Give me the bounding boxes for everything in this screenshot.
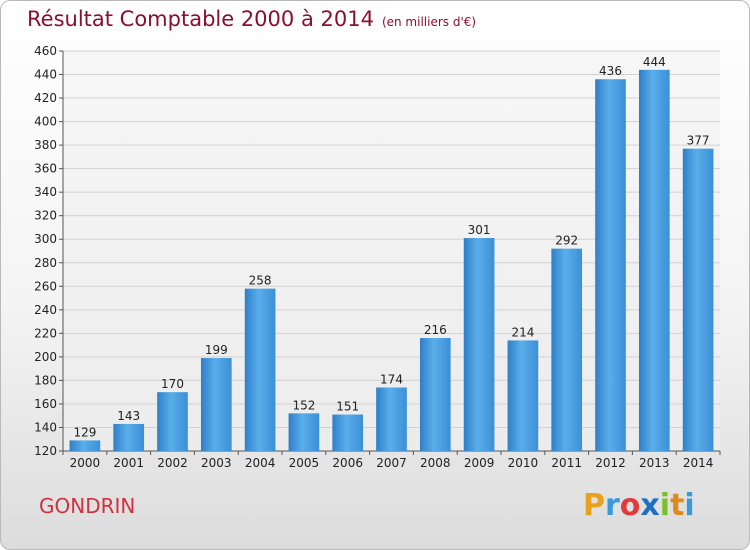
bar-value-label: 444 <box>643 55 666 69</box>
chart-title-text: Résultat Comptable 2000 à 2014 <box>27 7 374 31</box>
y-tick-label: 340 <box>34 185 57 199</box>
bar-2000[interactable] <box>69 440 101 451</box>
bar-2010[interactable] <box>507 340 539 451</box>
chart-subtitle: (en milliers d'€) <box>381 15 477 29</box>
bars: 129 143 170 199 258 152 151 174 216 301 214 292 436 4… <box>69 55 714 451</box>
y-tick-label: 200 <box>34 350 57 364</box>
proxiti-logo[interactable]: Proxiti <box>583 488 695 523</box>
bar-value-label: 152 <box>292 398 315 412</box>
bar-value-label: 129 <box>73 425 96 439</box>
y-tick-label: 320 <box>34 209 57 223</box>
commune-name: GONDRIN <box>39 494 136 518</box>
y-tick-label: 180 <box>34 373 57 387</box>
x-tick-label: 2005 <box>289 456 320 470</box>
x-tick-label: 2010 <box>508 456 539 470</box>
y-tick-label: 220 <box>34 326 57 340</box>
y-tick-label: 300 <box>34 232 57 246</box>
bar-2003[interactable] <box>200 358 232 451</box>
logo-letter: r <box>605 488 620 523</box>
bar-2013[interactable] <box>638 69 670 451</box>
chart-title: Résultat Comptable 2000 à 2014 (en millie… <box>27 7 476 31</box>
x-axis-ticks: 2000 2001 2002 2003 2004 2005 2006 2007 2008 2009… <box>62 451 721 470</box>
y-tick-label: 460 <box>34 44 57 58</box>
logo-letter: o <box>619 488 641 523</box>
x-tick-label: 2007 <box>376 456 407 470</box>
x-tick-label: 2003 <box>201 456 232 470</box>
x-tick-label: 2002 <box>157 456 188 470</box>
x-tick-label: 2011 <box>551 456 582 470</box>
bar-value-label: 436 <box>599 64 622 78</box>
bar-value-label: 199 <box>205 343 228 357</box>
y-tick-label: 140 <box>34 420 57 434</box>
bar-value-label: 301 <box>468 223 491 237</box>
y-axis-ticks: 120 140 160 180 200 220 240 260 280 300 320 340 360 3… <box>34 44 63 458</box>
bar-2005[interactable] <box>288 413 320 451</box>
bar-2001[interactable] <box>113 423 145 451</box>
x-tick-label: 2014 <box>683 456 714 470</box>
logo-letter: x <box>640 488 660 523</box>
logo-letter: P <box>583 488 605 523</box>
y-tick-label: 120 <box>34 444 57 458</box>
y-tick-label: 380 <box>34 138 57 152</box>
y-tick-label: 240 <box>34 303 57 317</box>
x-tick-label: 2004 <box>245 456 276 470</box>
bar-value-label: 292 <box>555 234 578 248</box>
bar-2007[interactable] <box>376 387 407 451</box>
y-tick-label: 420 <box>34 91 57 105</box>
x-tick-label: 2000 <box>70 456 101 470</box>
x-tick-label: 2006 <box>332 456 363 470</box>
x-tick-label: 2008 <box>420 456 451 470</box>
logo-letter: i <box>659 488 671 523</box>
logo-letter: t <box>670 488 685 523</box>
y-tick-label: 400 <box>34 115 57 129</box>
x-tick-label: 2013 <box>639 456 670 470</box>
bar-value-label: 170 <box>161 377 184 391</box>
bar-value-label: 377 <box>687 134 710 148</box>
bar-value-label: 143 <box>117 409 140 423</box>
bar-value-label: 151 <box>336 400 359 414</box>
bar-value-label: 216 <box>424 323 447 337</box>
bar-2012[interactable] <box>595 79 626 451</box>
bar-2008[interactable] <box>419 338 451 451</box>
bar-2006[interactable] <box>332 414 364 451</box>
y-tick-label: 260 <box>34 279 57 293</box>
x-tick-label: 2009 <box>464 456 495 470</box>
y-tick-label: 440 <box>34 68 57 82</box>
bar-value-label: 258 <box>249 274 272 288</box>
x-tick-label: 2012 <box>595 456 626 470</box>
y-tick-label: 360 <box>34 162 57 176</box>
logo-letter: i <box>684 488 695 523</box>
bar-2009[interactable] <box>463 238 495 451</box>
bar-value-label: 174 <box>380 372 403 386</box>
bar-2011[interactable] <box>551 248 583 451</box>
y-tick-label: 280 <box>34 256 57 270</box>
bar-value-label: 214 <box>511 325 534 339</box>
bar-2002[interactable] <box>157 392 188 451</box>
x-tick-label: 2001 <box>113 456 144 470</box>
y-tick-label: 160 <box>34 397 57 411</box>
bar-2014[interactable] <box>682 148 714 451</box>
bar-2004[interactable] <box>244 288 276 451</box>
